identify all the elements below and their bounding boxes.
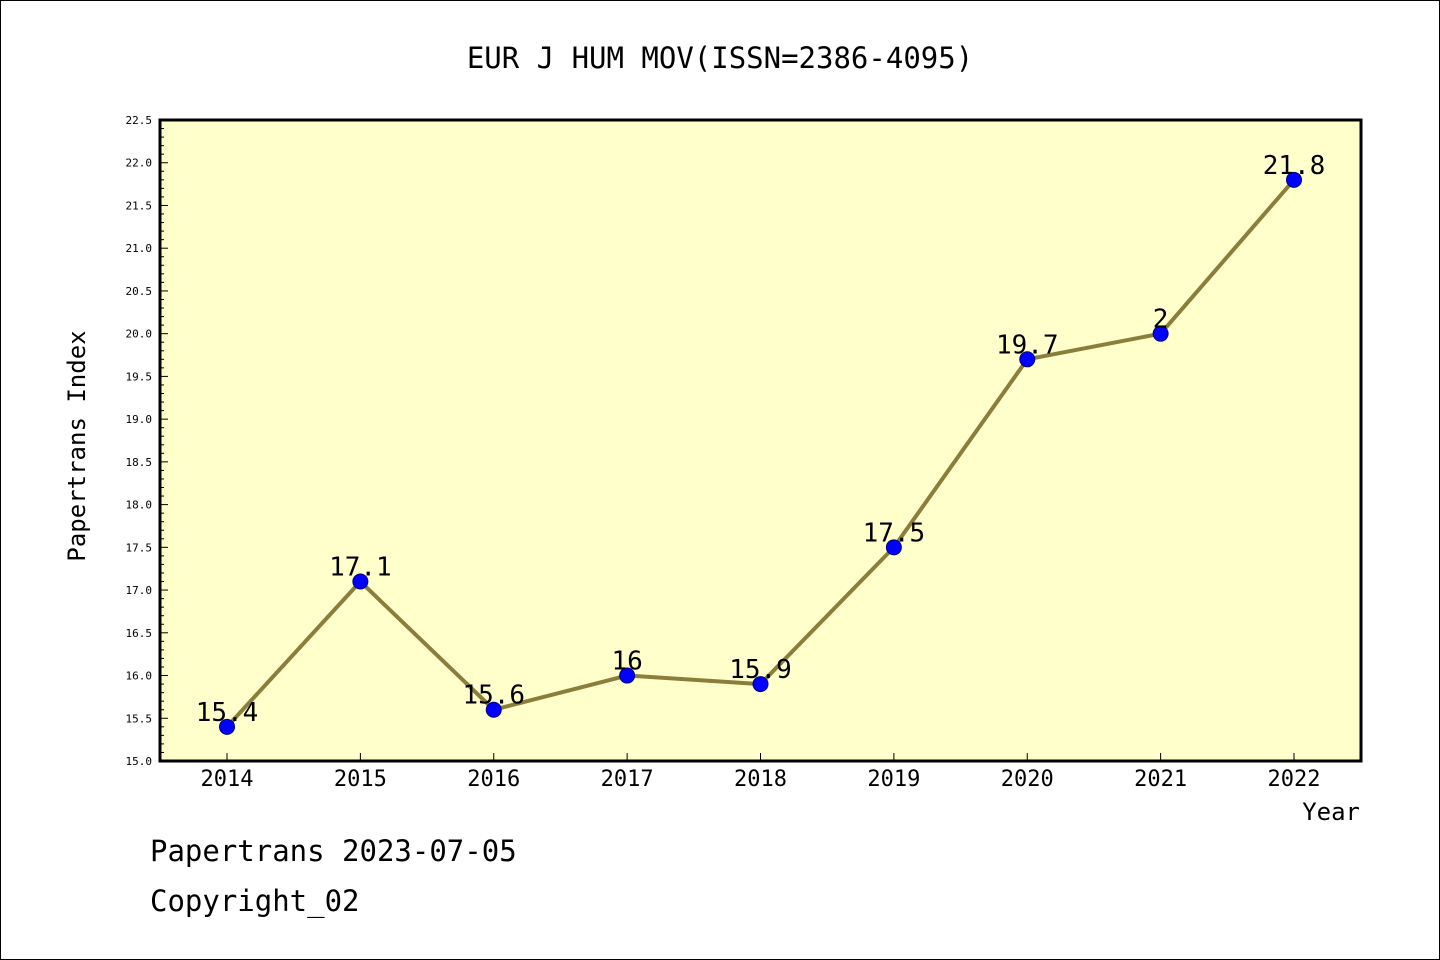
x-tick-label: 2018 xyxy=(734,767,787,792)
y-tick-label: 18.5 xyxy=(126,456,153,469)
footer-copyright-text: Copyright_02 xyxy=(150,884,360,918)
data-label: 15.9 xyxy=(729,655,792,685)
data-label: 15.4 xyxy=(196,698,259,728)
data-label: 19.7 xyxy=(996,330,1059,360)
y-tick-label: 22.5 xyxy=(126,114,153,127)
data-label: 16 xyxy=(611,647,642,677)
chart-title: EUR J HUM MOV(ISSN=2386-4095) xyxy=(467,41,973,75)
data-point xyxy=(1286,171,1302,188)
data-point xyxy=(619,667,636,684)
y-tick-label: 20.5 xyxy=(126,285,153,298)
data-point xyxy=(219,718,235,735)
y-tick-label: 16.5 xyxy=(126,627,153,640)
data-label: 2 xyxy=(1153,305,1169,335)
x-tick-label: 2017 xyxy=(601,767,654,792)
data-label: 15.6 xyxy=(462,681,525,711)
x-axis: 2014 2015 2016 2017 2018 2019 2020 2021 2022 xyxy=(201,753,1321,792)
plot-area xyxy=(158,118,1363,763)
data-label: 17.1 xyxy=(329,553,392,583)
data-label: 17.5 xyxy=(863,518,926,548)
y-tick-label: 18.0 xyxy=(126,499,153,512)
y-tick-label: 17.0 xyxy=(126,584,153,597)
x-tick-label: 2022 xyxy=(1268,767,1321,792)
x-tick-label: 2016 xyxy=(467,767,520,792)
footer-date-text: Papertrans 2023-07-05 xyxy=(150,834,517,868)
series-group: 15.4 17.1 15.6 16 15.9 17.5 19.7 2 21.8 xyxy=(196,151,1326,735)
x-tick-label: 2021 xyxy=(1134,767,1187,792)
y-tick-label: 19.5 xyxy=(126,370,153,383)
data-point xyxy=(885,539,902,556)
data-label: 21.8 xyxy=(1263,151,1326,181)
y-tick-label: 21.5 xyxy=(126,199,153,212)
y-tick-label: 15.5 xyxy=(126,712,153,725)
data-point xyxy=(1152,325,1169,342)
x-tick-label: 2019 xyxy=(867,767,920,792)
x-tick-label: 2015 xyxy=(334,767,387,792)
data-point xyxy=(352,573,369,590)
x-axis-label: Year xyxy=(1302,798,1360,826)
data-point xyxy=(752,676,769,693)
x-tick-label: 2020 xyxy=(1001,767,1054,792)
data-point xyxy=(1019,351,1036,368)
y-tick-label: 19.0 xyxy=(126,413,153,426)
y-tick-label: 16.0 xyxy=(126,670,153,683)
y-tick-label: 21.0 xyxy=(126,242,153,255)
y-tick-label: 20.0 xyxy=(126,328,153,341)
y-tick-label: 17.5 xyxy=(126,541,153,554)
data-point xyxy=(485,701,502,718)
x-tick-label: 2014 xyxy=(201,767,254,792)
y-tick-label: 15.0 xyxy=(126,755,153,768)
y-tick-label: 22.0 xyxy=(126,157,153,170)
y-axis-label: Papertrans Index xyxy=(63,330,91,561)
y-axis: 15.0 15.5 16.0 16.5 17.0 17.5 18.0 18.5 19.0 19.5… xyxy=(126,114,168,768)
